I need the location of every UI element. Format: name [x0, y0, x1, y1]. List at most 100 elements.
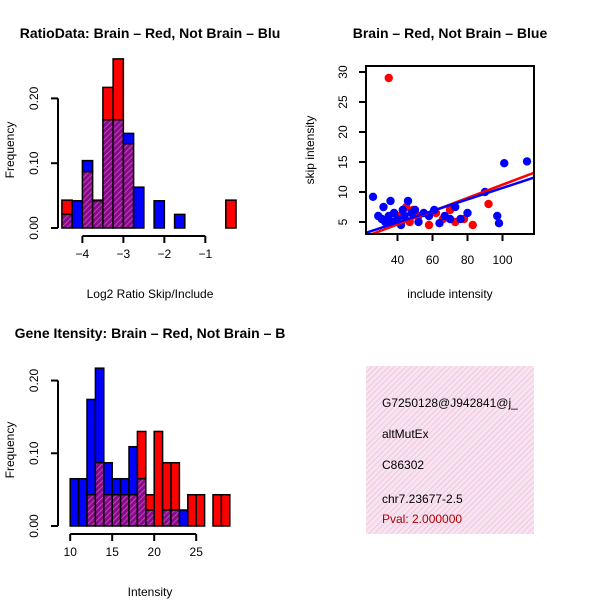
ratio-bar-overlap [102, 119, 114, 229]
intensity-xlabel: Intensity [128, 585, 173, 599]
ratio-bar-notbrain [173, 213, 186, 229]
ratio-xlabel: Log2 Ratio Skip/Include [87, 287, 214, 301]
ratio-y-tick-label: 0.20 [27, 86, 41, 110]
intensity-title: Gene Itensity: Brain – Red, Not Brain – … [15, 325, 286, 341]
ratio-histogram-panel: RatioData: Brain – Red, Not Brain – Blu … [3, 25, 280, 301]
intensity-bar-brain [220, 493, 231, 527]
scatter-point-notbrain [368, 192, 378, 201]
intensity-bar-notbrain [103, 461, 113, 496]
scatter-y-tick-label: 30 [336, 65, 350, 79]
ratio-bar-notbrain [122, 132, 135, 145]
intensity-bar-brain [170, 461, 181, 511]
scatter-point-notbrain [414, 217, 423, 227]
scatter-point-brain [484, 199, 493, 209]
scatter-xlabel: include intensity [407, 287, 492, 301]
ratio-bar-notbrain [132, 186, 145, 229]
scatter-panel: Brain – Red, Not Brain – Blue include in… [303, 25, 547, 301]
intensity-bar-notbrain [69, 477, 80, 527]
intensity-histogram-panel: Gene Itensity: Brain – Red, Not Brain – … [3, 325, 285, 599]
intensity-bar-brain [212, 493, 223, 527]
scatter-point-notbrain [379, 202, 388, 212]
scatter-point-notbrain [522, 157, 532, 166]
intensity-bar-notbrain [77, 477, 88, 527]
scatter-point-notbrain [386, 196, 395, 206]
intensity-bar-overlap [161, 509, 172, 527]
intensity-bar-notbrain [178, 509, 189, 527]
ratio-bar-overlap [61, 213, 73, 229]
info-code: C86302 [382, 458, 425, 472]
scatter-ylabel: skip intensity [303, 116, 317, 185]
scatter-point-notbrain [500, 159, 509, 168]
ratio-axes: −4 −3 −2 −1 0.00 0.10 0.20 [27, 86, 212, 261]
intensity-x-tick-label: 15 [106, 545, 120, 559]
intensity-y-tick-label: 0.00 [27, 514, 41, 538]
intensity-x-tick-label: 20 [148, 545, 162, 559]
scatter-y-tick-label: 25 [336, 95, 350, 109]
intensity-bar-notbrain [86, 398, 97, 496]
intensity-x-tick-label: 10 [64, 545, 78, 559]
intensity-bar-brain [195, 493, 206, 527]
scatter-frame [365, 65, 535, 235]
intensity-bar-overlap [128, 493, 139, 527]
ratio-y-tick-label: 0.10 [27, 151, 41, 175]
intensity-bar-brain [136, 430, 147, 480]
scatter-point-notbrain [435, 219, 444, 228]
ratio-bar-notbrain [81, 159, 94, 173]
ratio-bar-overlap [91, 200, 104, 229]
intensity-bar-brain [145, 493, 155, 511]
scatter-point-brain [468, 220, 477, 230]
ratio-x-tick-label: −4 [76, 247, 90, 261]
scatter-x-tick-label: 60 [426, 253, 440, 267]
intensity-bar-notbrain [128, 445, 139, 496]
intensity-bar-brain [161, 461, 172, 511]
intensity-bar-overlap [136, 477, 147, 527]
scatter-x-tick-label: 100 [492, 253, 512, 267]
ratio-ylabel: Frequency [3, 122, 17, 179]
intensity-y-tick-label: 0.20 [27, 369, 41, 393]
scatter-point-notbrain [494, 219, 504, 228]
scatter-x-tick-label: 40 [391, 253, 405, 267]
ratio-title: RatioData: Brain – Red, Not Brain – Blu [20, 25, 281, 41]
scatter-marks [366, 73, 534, 234]
scatter-point-notbrain [463, 208, 472, 218]
scatter-y-tick-label: 20 [336, 125, 350, 139]
scatter-y-tick-label: 5 [336, 218, 350, 225]
scatter-point-brain [384, 73, 393, 83]
info-location: chr7.23677-2.5 [382, 492, 463, 506]
intensity-x-tick-label: 25 [190, 545, 204, 559]
scatter-point-brain [424, 220, 434, 230]
intensity-bar-overlap [103, 493, 113, 527]
intensity-bar-notbrain [94, 367, 105, 464]
ratio-y-tick-label: 0.00 [27, 216, 41, 240]
scatter-title: Brain – Red, Not Brain – Blue [353, 25, 548, 41]
info-pval: Pval: 2.000000 [382, 512, 463, 526]
ratio-x-tick-label: −2 [157, 247, 171, 261]
intensity-bar-overlap [170, 509, 181, 527]
intensity-bar-overlap [119, 493, 130, 527]
ratio-x-tick-label: −1 [198, 247, 212, 261]
ratio-bar-notbrain [71, 200, 84, 229]
info-id-line: G7250128@J942841@j_ [382, 396, 518, 410]
scatter-point-notbrain [410, 205, 420, 215]
intensity-bars [69, 367, 231, 527]
info-event-type: altMutEx [382, 427, 429, 441]
ratio-bar-overlap [112, 119, 125, 229]
scatter-y-tick-label: 15 [336, 155, 350, 169]
ratio-bar-brain [102, 86, 114, 121]
ratio-bar-notbrain [153, 200, 166, 229]
intensity-bar-overlap [94, 461, 105, 527]
ratio-bar-overlap [122, 143, 135, 229]
scatter-point-notbrain [445, 214, 455, 224]
ratio-bar-brain [61, 199, 73, 216]
scatter-axes: 40 60 80 100 5 10 15 20 25 30 [336, 65, 513, 267]
scatter-point-notbrain [403, 196, 413, 206]
ratio-bar-brain [225, 199, 237, 229]
scatter-point-notbrain [493, 211, 502, 221]
intensity-bar-brain [187, 493, 197, 527]
intensity-bar-brain [153, 430, 164, 527]
scatter-point-notbrain [400, 211, 409, 221]
ratio-bar-overlap [81, 170, 94, 229]
scatter-y-tick-label: 10 [336, 185, 350, 199]
ratio-bar-brain [112, 58, 125, 121]
ratio-bars [61, 58, 237, 229]
